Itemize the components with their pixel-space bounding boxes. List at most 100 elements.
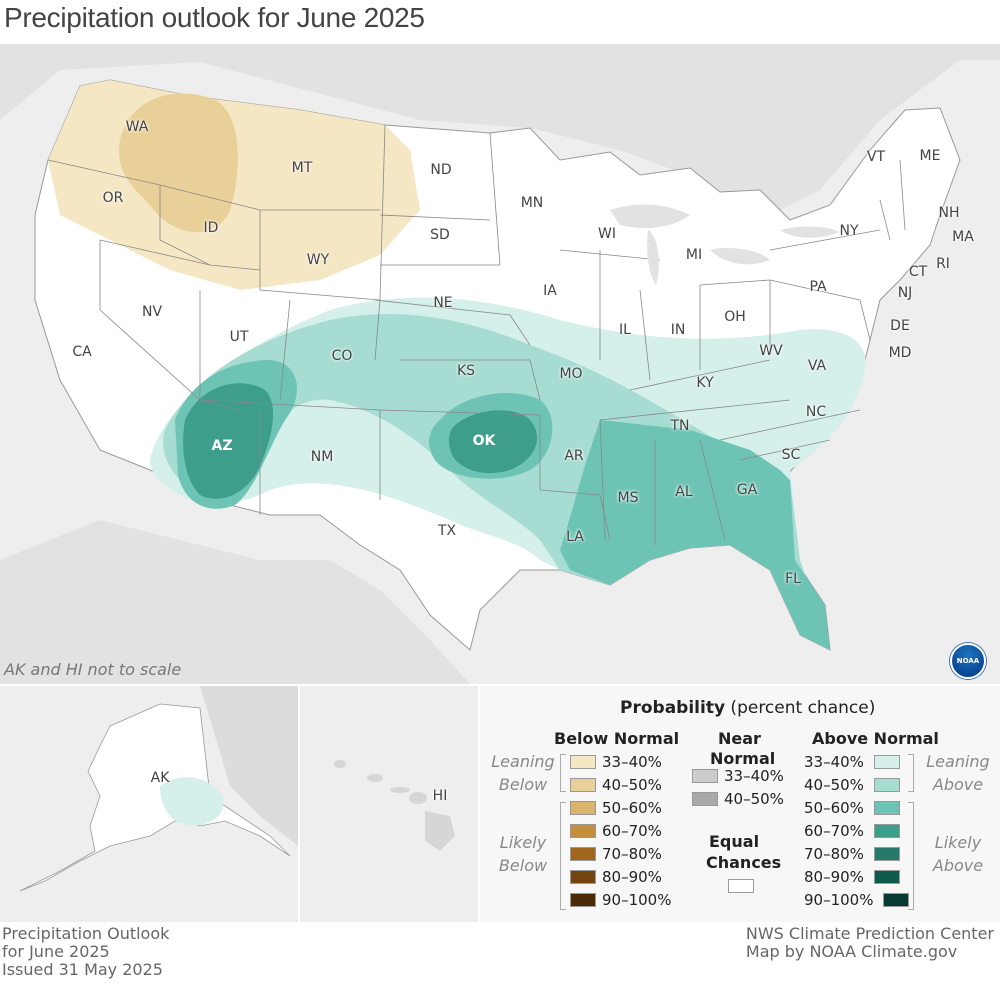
legend-likely-above: Likely Above [920,831,996,877]
legend-near-row-1-label: 40–50% [724,790,784,808]
legend-near-row-0: 33–40% [692,767,784,785]
legend-above-row-0-swatch [873,755,900,769]
lake-erie [710,248,770,265]
footer-left-3: Issued 31 May 2025 [2,960,163,979]
legend-near-head-2: Normal [710,749,776,768]
legend-leaning-below-2: Below [498,775,548,794]
canada-land [0,44,1000,220]
state-label-sc: SC [781,447,801,463]
state-label-ut: UT [229,329,249,345]
legend-above-head: Above Normal [812,729,939,748]
legend-above-row-2-swatch [873,801,900,815]
legend-below-row-4: 70–80% [570,845,662,863]
legend-above-row-2-label: 50–60% [804,799,864,817]
island-molokai [390,787,410,793]
legend-below-row-0: 33–40% [570,753,662,771]
legend-below-row-3-label: 60–70% [602,822,662,840]
lake-ontario [780,226,840,238]
state-label-ks: KS [456,363,476,379]
legend-above-row-3-swatch [873,824,900,838]
legend-above-row-6-swatch [883,893,910,907]
legend-likely-above-1: Likely [934,833,982,852]
island-hawaii [425,811,455,851]
legend-near-row-1-swatch [692,792,718,806]
state-label-oh: OH [724,309,746,325]
alaska-land [19,703,291,892]
state-label-md: MD [888,345,912,361]
footer-right: NWS Climate Prediction Center Map by NOA… [746,925,994,961]
canada-near-alaska [200,686,298,846]
state-label-nh: NH [938,205,960,221]
state-label-de: DE [890,318,910,334]
legend-equal-2: Chances [706,853,782,872]
legend-above-row-1-label: 40–50% [804,776,864,794]
legend-above-row-1-swatch [873,778,900,792]
state-label-ne: NE [433,295,453,311]
legend-above-row-0: 33–40% [804,753,900,771]
state-label-vt: VT [866,149,886,165]
legend-above-row-5: 80–90% [804,868,900,886]
legend-likely-below: Likely Below [488,831,558,877]
state-label-wv: WV [759,343,783,359]
legend-near-head-1: Near [718,729,761,748]
state-label-id: ID [203,220,219,236]
state-label-mn: MN [520,195,544,211]
legend-below-row-3: 60–70% [570,822,662,840]
legend-above-row-4-label: 70–80% [804,845,864,863]
bracket-likely-below [560,802,566,910]
legend-leaning-above-2: Above [932,775,984,794]
above-60-70-az [183,383,274,499]
state-label-nc: NC [805,404,827,420]
legend-below-row-3-swatch [570,824,596,838]
legend-below-row-2-label: 50–60% [602,799,662,817]
above-60-70-ok [448,410,538,474]
island-oahu [367,774,383,782]
footer-right-2: Map by NOAA Climate.gov [745,942,958,961]
legend-below-row-4-swatch [570,847,596,861]
noaa-logo-text: NOAA [956,657,980,665]
legend-near-row-1: 40–50% [692,790,784,808]
state-label-wi: WI [598,226,616,242]
state-label-la: LA [566,529,584,545]
state-label-nd: ND [430,162,452,178]
legend-likely-above-2: Above [932,856,984,875]
state-label-ky: KY [696,375,714,391]
legend-below-row-1-label: 40–50% [602,776,662,794]
state-label-mt: MT [291,160,313,176]
legend-leaning-below: Leaning Below [488,750,558,796]
legend-above-row-2: 50–60% [804,799,900,817]
lake-michigan [647,230,659,285]
state-label-fl: FL [785,571,801,587]
legend-below-head: Below Normal [554,729,680,748]
state-label-nj: NJ [897,285,913,301]
state-label-wa: WA [125,119,149,135]
mexico-land [0,520,470,684]
legend-below-row-5-label: 80–90% [602,868,662,886]
legend-leaning-below-1: Leaning [491,752,555,771]
footer-left-2: for June 2025 [2,942,110,961]
legend-equal-swatch [728,879,754,893]
legend-below-row-5-swatch [570,870,596,884]
state-label-sd: SD [430,227,450,243]
island-maui [409,792,427,804]
legend-above-row-3: 60–70% [804,822,900,840]
legend-below-row-2: 50–60% [570,799,662,817]
footer-left: Precipitation Outlook for June 2025 Issu… [2,925,169,979]
bracket-leaning-below [560,754,566,792]
state-label-in: IN [670,322,686,338]
scale-note: AK and HI not to scale [4,660,182,679]
state-label-ny: NY [839,223,859,239]
legend-above-row-6-label: 90–100% [804,891,874,909]
legend-below-row-0-swatch [570,755,596,769]
hawaii-inset: HI [300,686,478,922]
legend-below-row-5: 80–90% [570,868,662,886]
state-label-nv: NV [141,304,163,320]
legend-above-row-5-label: 80–90% [804,868,864,886]
noaa-logo: NOAA [950,643,986,679]
legend-title-bold: Probability [620,698,726,718]
state-label-pa: PA [809,279,827,295]
legend-below-row-1: 40–50% [570,776,662,794]
bracket-leaning-above [908,754,914,792]
legend-below-row-6: 90–100% [570,891,671,909]
alaska-svg [19,686,298,892]
